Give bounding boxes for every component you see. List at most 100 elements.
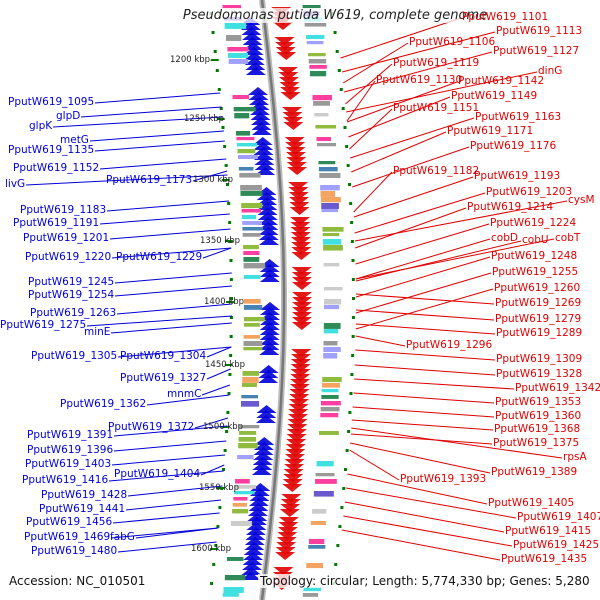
feature-bar — [323, 353, 338, 359]
gene-label[interactable]: PputW619_1415 — [505, 525, 592, 537]
gene-label[interactable]: PputW619_1130 — [376, 74, 463, 86]
gene-label[interactable]: PputW619_1201 — [23, 232, 110, 244]
gene-label[interactable]: PputW619_1183 — [20, 204, 107, 216]
gene-label[interactable]: metG — [60, 134, 89, 146]
gene-label[interactable]: PputW619_1193 — [474, 170, 561, 182]
gene-label[interactable]: fabG — [110, 531, 135, 543]
gene-label[interactable]: PputW619_1229 — [116, 251, 203, 263]
gene-label[interactable]: PputW619_1119 — [393, 57, 480, 69]
gene-label[interactable]: PputW619_1404 — [114, 468, 201, 480]
gene-label[interactable]: PputW619_1368 — [494, 423, 581, 435]
tick-dot — [344, 468, 348, 471]
gene-label[interactable]: PputW619_1407 — [517, 511, 600, 523]
gene-label[interactable]: PputW619_1362 — [60, 398, 147, 410]
feature-bar — [302, 593, 319, 597]
reverse-gene-arrow — [253, 447, 274, 455]
scale-tick-mark — [224, 240, 233, 242]
gene-label[interactable]: PputW619_1149 — [451, 90, 538, 102]
leader-line — [346, 81, 458, 123]
gene-label[interactable]: PputW619_1263 — [30, 307, 117, 319]
gene-label[interactable]: PputW619_1425 — [513, 539, 600, 551]
leader-line — [146, 394, 230, 406]
gene-label[interactable]: glpK — [29, 120, 53, 132]
gene-label[interactable]: PputW619_1309 — [496, 353, 583, 365]
gene-label[interactable]: PputW619_1095 — [8, 96, 95, 108]
gene-label[interactable]: PputW619_1255 — [492, 266, 579, 278]
gene-label[interactable]: PputW619_1328 — [496, 368, 583, 380]
tick-dot — [345, 145, 349, 148]
gene-label[interactable]: PputW619_1127 — [493, 45, 580, 57]
gene-label[interactable]: PputW619_1469 — [24, 531, 111, 543]
gene-label[interactable]: PputW619_1101 — [462, 11, 549, 23]
gene-label[interactable]: PputW619_1245 — [28, 276, 115, 288]
gene-label[interactable]: PputW619_1173 — [106, 174, 193, 186]
gene-label[interactable]: PputW619_1428 — [41, 489, 128, 501]
gene-label[interactable]: dinG — [538, 65, 563, 77]
gene-label[interactable]: PputW619_1416 — [22, 474, 109, 486]
gene-label[interactable]: PputW619_1203 — [486, 186, 573, 198]
tick-dot — [212, 563, 216, 566]
gene-label[interactable]: PputW619_1135 — [8, 144, 95, 156]
gene-label[interactable]: PputW619_1375 — [493, 437, 580, 449]
gene-label[interactable]: PputW619_1372 — [108, 421, 195, 433]
gene-label[interactable]: PputW619_1151 — [393, 102, 480, 114]
gene-label[interactable]: PputW619_1296 — [406, 339, 493, 351]
gene-label[interactable]: PputW619_1220 — [25, 251, 112, 263]
gene-label[interactable]: PputW619_1327 — [120, 372, 207, 384]
gene-label[interactable]: cobD — [491, 232, 518, 244]
gene-label[interactable]: minE — [84, 326, 111, 338]
gene-label[interactable]: cysM — [568, 194, 595, 206]
gene-label[interactable]: PputW619_1171 — [447, 125, 534, 137]
gene-label[interactable]: PputW619_1342 — [515, 382, 600, 394]
gene-label[interactable]: livG — [5, 178, 26, 190]
scale-tick-label: 1400 kbp — [204, 297, 245, 307]
gene-label[interactable]: PputW619_1279 — [495, 313, 582, 325]
leader-line — [111, 247, 232, 259]
tick-dot — [351, 259, 355, 262]
gene-label[interactable]: PputW619_1435 — [501, 553, 588, 565]
gene-label[interactable]: PputW619_1269 — [495, 297, 582, 309]
feature-bar — [241, 383, 257, 387]
gene-label[interactable]: PputW619_1163 — [475, 111, 562, 123]
gene-label[interactable]: glpD — [56, 110, 81, 122]
gene-label[interactable]: PputW619_1305 — [31, 350, 118, 362]
gene-label[interactable]: PputW619_1254 — [28, 289, 115, 301]
feature-bar — [316, 143, 336, 147]
gene-label[interactable]: PputW619_1391 — [27, 429, 114, 441]
gene-label[interactable]: PputW619_1275 — [0, 319, 87, 331]
gene-label[interactable]: PputW619_1214 — [467, 201, 554, 213]
gene-label[interactable]: PputW619_1152 — [13, 162, 100, 174]
forward-gene-arrow — [280, 92, 301, 100]
gene-label[interactable]: PputW619_1389 — [491, 466, 578, 478]
gene-label[interactable]: PputW619_1480 — [31, 545, 118, 557]
gene-label[interactable]: PputW619_1396 — [27, 444, 114, 456]
reverse-gene-arrow — [251, 122, 272, 130]
gene-label[interactable]: PputW619_1106 — [409, 36, 496, 48]
gene-label[interactable]: PputW619_1142 — [458, 75, 545, 87]
gene-label[interactable]: PputW619_1393 — [400, 473, 487, 485]
gene-label[interactable]: PputW619_1353 — [495, 396, 582, 408]
gene-label[interactable]: mnmC — [167, 388, 202, 400]
leader-line — [352, 406, 495, 418]
gene-label[interactable]: cobT — [555, 232, 581, 244]
reverse-gene-arrow — [244, 52, 265, 60]
gene-label[interactable]: PputW619_1191 — [13, 217, 100, 229]
gene-label[interactable]: PputW619_1176 — [470, 140, 557, 152]
gene-label[interactable]: PputW619_1260 — [494, 282, 581, 294]
gene-label[interactable]: PputW619_1456 — [26, 516, 113, 528]
forward-gene-arrow — [274, 37, 295, 45]
gene-label[interactable]: PputW619_1289 — [496, 327, 583, 339]
gene-label[interactable]: PputW619_1405 — [488, 497, 575, 509]
feature-bar — [321, 203, 339, 209]
gene-label[interactable]: PputW619_1182 — [393, 165, 480, 177]
gene-label[interactable]: cobU — [522, 234, 549, 246]
gene-label[interactable]: PputW619_1403 — [25, 458, 112, 470]
gene-label[interactable]: PputW619_1360 — [495, 410, 582, 422]
gene-label[interactable]: PputW619_1441 — [39, 503, 126, 515]
gene-label[interactable]: PputW619_1224 — [490, 217, 577, 229]
gene-label[interactable]: PputW619_1304 — [120, 350, 207, 362]
gene-label[interactable]: rpsA — [563, 451, 587, 463]
tick-dot — [224, 164, 228, 167]
gene-label[interactable]: PputW619_1113 — [496, 25, 583, 37]
gene-label[interactable]: PputW619_1248 — [491, 250, 578, 262]
